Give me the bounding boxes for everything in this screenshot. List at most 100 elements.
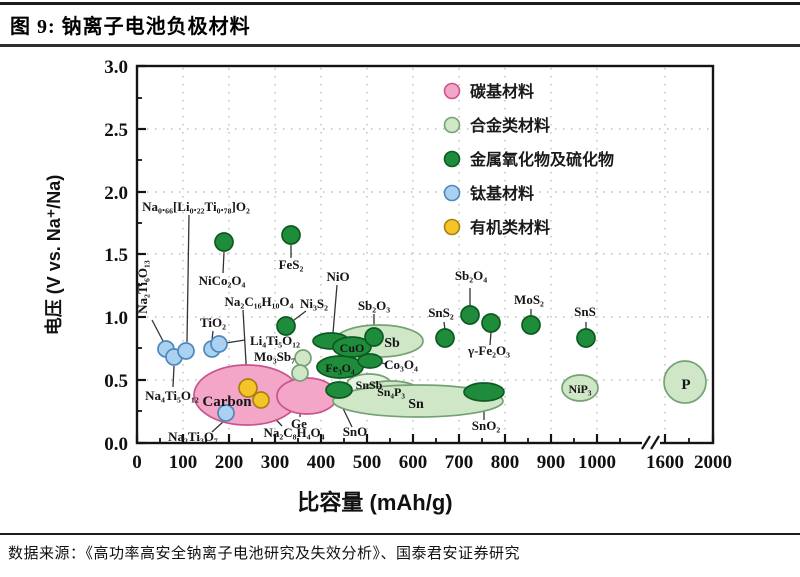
data-point-label-alloy-0: Mo₃Sb₇ — [254, 349, 295, 364]
data-point-oxide-sulfide-6 — [357, 353, 383, 369]
x-tick-label: 800 — [491, 452, 520, 473]
x-tick-label: 1600 — [646, 452, 684, 473]
data-point-label-titanium-2: Na₀.₆₆[Li₀.₂₂Ti₀.₇₈]O₂ — [142, 199, 250, 214]
axis-break-slash — [650, 435, 660, 450]
y-tick-label: 0.5 — [104, 371, 128, 392]
x-tick-label: 200 — [215, 452, 244, 473]
data-point-label-alloy-1: Ge — [291, 416, 307, 431]
legend-label-organic: 有机类材料 — [470, 218, 550, 237]
data-point-titanium-2 — [177, 342, 195, 360]
data-point-titanium-5 — [217, 404, 235, 422]
data-point-label-titanium-0: Na₂Ti₆O₁₃ — [135, 260, 150, 314]
top-rule — [0, 2, 800, 5]
leader-line-oxide-sulfide-2 — [293, 310, 307, 321]
data-point-carbon-1 — [276, 377, 338, 415]
data-point-label-oxide-sulfide-14: SnO₂ — [472, 418, 501, 433]
data-point-oxide-sulfide-7 — [364, 327, 384, 347]
legend-label-titanium: 钛基材料 — [470, 184, 534, 203]
data-point-alloy-7 — [663, 360, 707, 404]
data-point-label-alloy-4: Sn₄P₃ — [377, 385, 405, 399]
data-point-label-oxide-sulfide-2: Ni₃S₂ — [300, 296, 328, 311]
y-axis-title: 电压 (V vs. Na⁺/Na) — [43, 175, 64, 336]
legend-swatch-alloy — [443, 116, 461, 134]
data-point-label-oxide-sulfide-9: SnS₂ — [428, 305, 454, 320]
data-point-label-titanium-5: Na₂Ti₃O₇ — [168, 429, 218, 444]
title-divider — [0, 44, 800, 47]
data-point-label-oxide-sulfide-6: Co₃O₄ — [384, 357, 418, 372]
data-point-oxide-sulfide-1 — [281, 225, 301, 245]
leader-line-titanium-1 — [172, 365, 175, 388]
y-tick-label: 1.0 — [104, 308, 128, 329]
data-point-label-oxide-sulfide-3: NiO — [326, 269, 349, 284]
data-point-label-oxide-sulfide-0: NiCo₂O₄ — [199, 273, 246, 288]
x-axis-title: 比容量 (mAh/g) — [297, 490, 452, 515]
data-point-oxide-sulfide-0 — [214, 232, 234, 252]
data-source-note: 数据来源：《高功率高安全钠离子电池研究及失效分析》、国泰君安证券研究 — [8, 546, 521, 562]
data-point-label-alloy-2: Sb — [384, 336, 400, 351]
data-point-label-alloy-5: Sn — [408, 397, 424, 412]
axis-break-slash — [641, 435, 651, 450]
data-point-oxide-sulfide-9 — [435, 328, 455, 348]
legend-swatch-oxide-sulfide — [443, 150, 461, 168]
x-tick-label: 300 — [261, 452, 290, 473]
data-point-label-alloy-6: NiP₃ — [569, 382, 592, 396]
data-point-organic-0 — [238, 378, 258, 398]
data-point-alloy-0 — [294, 349, 312, 367]
y-tick-label: 0.0 — [104, 434, 128, 455]
data-point-label-titanium-1: Na₄Ti₅O₁₂ — [145, 388, 199, 403]
leader-line-titanium-5 — [211, 420, 225, 433]
data-point-label-organic-1: Na₂C₈H₄O₄ — [263, 425, 324, 440]
leader-line-titanium-4 — [225, 339, 246, 344]
scatter-chart-canvas: 0 100 200 300 400 500 600 700 800 900 1000 1600 2000… — [43, 57, 732, 515]
data-point-label-oxide-sulfide-5: Fe₃O₄ — [325, 361, 355, 375]
data-point-oxide-sulfide-11 — [481, 313, 501, 333]
data-point-label-titanium-3: TiO₂ — [200, 315, 226, 330]
legend-swatch-organic — [443, 218, 461, 236]
x-tick-label: 400 — [307, 452, 336, 473]
data-point-alloy-5 — [332, 384, 504, 418]
data-point-oxide-sulfide-8 — [325, 381, 353, 399]
data-point-label-oxide-sulfide-13: SnS — [574, 304, 596, 319]
data-point-label-oxide-sulfide-4: CuO — [340, 341, 365, 355]
data-point-label-oxide-sulfide-11: γ-Fe₂O₃ — [467, 343, 510, 358]
data-point-label-alloy-7: P — [681, 377, 690, 393]
y-tick-label: 2.5 — [104, 120, 128, 141]
data-point-organic-1 — [252, 391, 270, 409]
data-point-label-titanium-4: Li₄Ti₅O₁₂ — [250, 333, 300, 348]
data-point-oxide-sulfide-2 — [276, 316, 296, 336]
legend-label-carbon: 碳基材料 — [470, 82, 534, 101]
leader-line-titanium-2 — [186, 214, 190, 343]
x-tick-label: 0 — [132, 452, 142, 473]
data-point-label-carbon-0: Carbon — [202, 394, 252, 410]
data-point-label-oxide-sulfide-7: Sb₂O₃ — [358, 298, 390, 313]
x-tick-label: 1000 — [578, 452, 616, 473]
data-point-oxide-sulfide-12 — [521, 315, 541, 335]
legend-label-alloy: 合金类材料 — [470, 116, 550, 135]
x-tick-label: 700 — [445, 452, 474, 473]
x-tick-label: 2000 — [694, 452, 732, 473]
leader-line-oxide-sulfide-0 — [222, 251, 225, 274]
data-point-label-oxide-sulfide-12: MoS₂ — [514, 292, 544, 307]
footer-divider — [0, 533, 800, 535]
leader-line-oxide-sulfide-3 — [332, 284, 338, 334]
legend-label-oxide-sulfide: 金属氧化物及硫化物 — [469, 150, 614, 169]
data-point-label-alloy-3: SnSb — [356, 378, 383, 392]
data-point-label-oxide-sulfide-1: FeS₂ — [279, 257, 304, 272]
x-tick-label: 500 — [353, 452, 382, 473]
y-tick-label: 3.0 — [104, 57, 128, 78]
chart-area: 0 100 200 300 400 500 600 700 800 900 1000 1600 2000… — [0, 48, 800, 534]
y-tick-label: 1.5 — [104, 245, 128, 266]
data-point-label-oxide-sulfide-10: Sb₂O₄ — [455, 268, 487, 283]
data-point-alloy-1 — [291, 364, 309, 382]
data-point-label-oxide-sulfide-8: SnO — [343, 424, 368, 439]
data-point-oxide-sulfide-13 — [576, 328, 596, 348]
x-tick-label: 600 — [399, 452, 428, 473]
data-point-titanium-4 — [210, 335, 228, 353]
figure-title: 图 9: 钠离子电池负极材料 — [10, 16, 251, 38]
data-point-alloy-6 — [561, 374, 599, 402]
data-point-label-organic-0: Na₂C₁₆H₁₀O₄ — [225, 294, 294, 309]
x-tick-label: 100 — [169, 452, 198, 473]
legend-swatch-titanium — [443, 184, 461, 202]
data-point-oxide-sulfide-10 — [460, 305, 480, 325]
leader-line-oxide-sulfide-11 — [489, 331, 492, 346]
